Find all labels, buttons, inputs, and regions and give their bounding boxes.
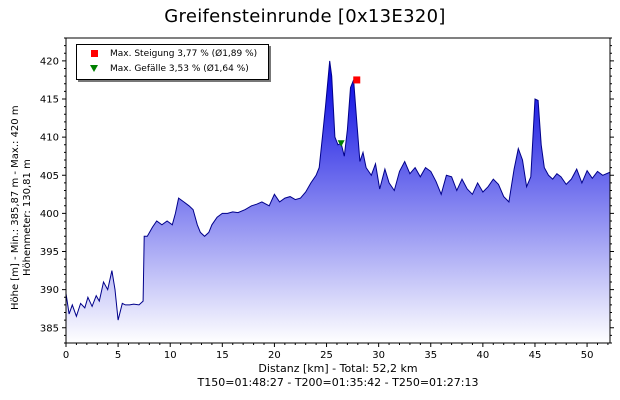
x-tick-label: 40 — [476, 350, 489, 361]
y-axis-sublabel: Höhenmeter: 130,81 m — [22, 159, 33, 276]
x-tick-label: 20 — [268, 350, 281, 361]
x-tick-label: 10 — [164, 350, 177, 361]
y-axis-label: Höhe [m] - Min.: 385,87 m - Max.: 420 m — [10, 105, 21, 310]
y-tick-label: 400 — [40, 209, 59, 220]
y-tick-label: 420 — [40, 56, 59, 67]
legend-item-max-descent: Max. Gefälle 3,53 % (Ø1,64 %) — [88, 63, 249, 75]
legend: Max. Steigung 3,77 % (Ø1,89 %) Max. Gefä… — [76, 44, 269, 80]
time-estimates: T150=01:48:27 - T200=01:35:42 - T250=01:… — [197, 376, 479, 389]
x-tick-label: 45 — [529, 350, 542, 361]
x-tick-label: 35 — [424, 350, 437, 361]
x-tick-label: 30 — [372, 350, 385, 361]
y-tick-label: 385 — [40, 323, 59, 334]
x-tick-label: 0 — [63, 350, 69, 361]
y-tick-label: 395 — [40, 247, 59, 258]
legend-item-max-climb: Max. Steigung 3,77 % (Ø1,89 %) — [88, 48, 257, 60]
x-axis-label: Distanz [km] - Total: 52,2 km — [258, 362, 418, 375]
x-tick-label: 15 — [216, 350, 229, 361]
y-tick-label: 415 — [40, 95, 59, 106]
chart-title: Greifensteinrunde [0x13E320] — [164, 6, 446, 27]
y-tick-label: 390 — [40, 285, 59, 296]
legend-max-climb-label: Max. Steigung 3,77 % (Ø1,89 %) — [110, 49, 258, 59]
elevation-area — [66, 60, 610, 343]
legend-max-descent-label: Max. Gefälle 3,53 % (Ø1,64 %) — [110, 64, 249, 74]
y-tick-label: 405 — [40, 171, 59, 182]
x-tick-label: 50 — [581, 350, 594, 361]
max-descent-marker — [337, 140, 345, 147]
elevation-line — [66, 60, 610, 321]
green-triangle-icon — [88, 63, 100, 75]
x-tick-label: 5 — [115, 350, 121, 361]
y-tick-label: 410 — [40, 133, 59, 144]
max-climb-marker — [353, 76, 361, 84]
x-tick-label: 25 — [320, 350, 333, 361]
red-square-icon — [88, 48, 100, 60]
